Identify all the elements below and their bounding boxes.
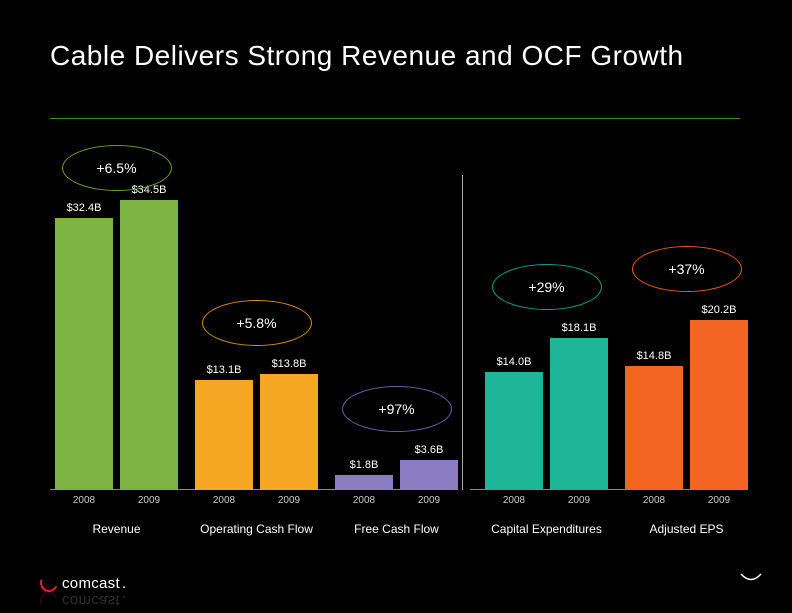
- group-label-fcf: Free Cash Flow: [335, 522, 458, 536]
- logo-dot: .: [122, 575, 126, 592]
- bar-ocf-2009: $13.8B2009: [260, 374, 318, 490]
- logo-text: comcast: [62, 575, 120, 592]
- slide: Cable Delivers Strong Revenue and OCF Gr…: [0, 0, 792, 612]
- bar-eps-2008: $14.8B2008: [625, 366, 683, 490]
- page-indicator-icon: [740, 573, 762, 587]
- bar-ocf-2008: $13.1B2008: [195, 380, 253, 490]
- bar-year-label: 2009: [260, 495, 318, 506]
- logo-text: comcast: [62, 593, 120, 610]
- bar-year-label: 2009: [550, 495, 608, 506]
- bar-year-label: 2008: [335, 495, 393, 506]
- bar-value-label: $20.2B: [690, 304, 748, 316]
- bar-capex-2008: $14.0B2008: [485, 372, 543, 490]
- growth-badge-fcf: +97%: [342, 386, 452, 432]
- bar-revenue-2008: $32.4B2008: [55, 218, 113, 490]
- page-title: Cable Delivers Strong Revenue and OCF Gr…: [50, 40, 740, 72]
- bar-year-label: 2008: [625, 495, 683, 506]
- logo-dot: .: [122, 593, 126, 610]
- bar-value-label: $3.6B: [400, 444, 458, 456]
- bar-year-label: 2008: [195, 495, 253, 506]
- title-rule: [50, 118, 740, 119]
- bar-chart: $32.4B2008$34.5B2009Revenue+6.5%$13.1B20…: [50, 140, 740, 500]
- bar-fcf-2008: $1.8B2008: [335, 475, 393, 490]
- bar-year-label: 2008: [485, 495, 543, 506]
- growth-badge-capex: +29%: [492, 264, 602, 310]
- growth-badge-revenue: +6.5%: [62, 145, 172, 191]
- group-label-capex: Capital Expenditures: [485, 522, 608, 536]
- bar-year-label: 2009: [400, 495, 458, 506]
- comcast-logo: comcast .: [40, 574, 126, 592]
- bar-value-label: $13.8B: [260, 358, 318, 370]
- bar-year-label: 2008: [55, 495, 113, 506]
- bar-revenue-2009: $34.5B2009: [120, 200, 178, 490]
- bar-value-label: $14.8B: [625, 350, 683, 362]
- group-label-eps: Adjusted EPS: [625, 522, 748, 536]
- bar-fcf-2009: $3.6B2009: [400, 460, 458, 490]
- bar-value-label: $18.1B: [550, 322, 608, 334]
- bar-capex-2009: $18.1B2009: [550, 338, 608, 490]
- growth-badge-ocf: +5.8%: [202, 300, 312, 346]
- bar-value-label: $32.4B: [55, 202, 113, 214]
- group-label-ocf: Operating Cash Flow: [195, 522, 318, 536]
- group-label-revenue: Revenue: [55, 522, 178, 536]
- bar-year-label: 2009: [120, 495, 178, 506]
- bar-value-label: $14.0B: [485, 356, 543, 368]
- chart-divider: [462, 175, 463, 490]
- bar-value-label: $13.1B: [195, 364, 253, 376]
- logo-arc-icon: [37, 589, 60, 612]
- bar-eps-2009: $20.2B2009: [690, 320, 748, 490]
- bar-year-label: 2009: [690, 495, 748, 506]
- bar-value-label: $1.8B: [335, 459, 393, 471]
- comcast-logo-reflection: comcast .: [40, 592, 126, 610]
- growth-badge-eps: +37%: [632, 246, 742, 292]
